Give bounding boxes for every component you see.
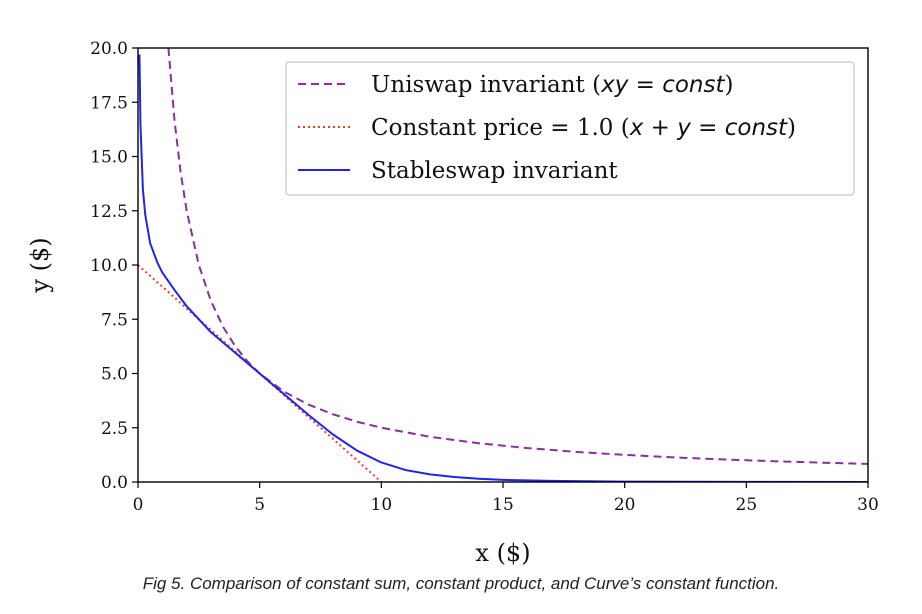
legend: Uniswap invariant (xy = const) Constant … xyxy=(285,61,855,196)
y-tick-label: 5.0 xyxy=(101,365,128,385)
y-axis-label: y ($) xyxy=(26,237,54,293)
chart-svg: 0 5 10 15 20 25 30 0.0 2.5 5.0 7.5 10.0 12.5 15.0 17.5… xyxy=(26,39,879,567)
x-tick-label: 30 xyxy=(857,495,879,515)
y-tick-label: 15.0 xyxy=(90,148,128,168)
y-tick-label: 17.5 xyxy=(90,93,128,113)
x-axis-label: x ($) xyxy=(475,539,530,567)
y-tick-label: 2.5 xyxy=(101,419,128,439)
x-tick-label: 20 xyxy=(614,495,636,515)
legend-box xyxy=(285,61,855,196)
y-tick-label: 0.0 xyxy=(101,473,128,493)
series-line-0 xyxy=(167,48,868,465)
series-line-2 xyxy=(138,54,868,482)
figure-caption: Fig 5. Comparison of constant sum, const… xyxy=(142,574,780,593)
x-tick-label: 25 xyxy=(736,495,758,515)
legend-stableswap-label: Stableswap invariant xyxy=(371,158,618,184)
x-tick-label: 15 xyxy=(492,495,514,515)
x-tick-label: 5 xyxy=(254,495,265,515)
y-tick-label: 20.0 xyxy=(90,39,128,59)
y-tick-label: 10.0 xyxy=(90,256,128,276)
legend-uniswap-label: Uniswap invariant (xy = const) xyxy=(371,72,733,98)
legend-constant-label: Constant price = 1.0 (x + y = const) xyxy=(371,115,796,141)
y-tick-label: 12.5 xyxy=(90,202,128,222)
y-tick-label: 7.5 xyxy=(101,310,128,330)
series-line-1 xyxy=(138,264,382,482)
x-tick-label: 0 xyxy=(133,495,144,515)
x-tick-label: 10 xyxy=(371,495,393,515)
